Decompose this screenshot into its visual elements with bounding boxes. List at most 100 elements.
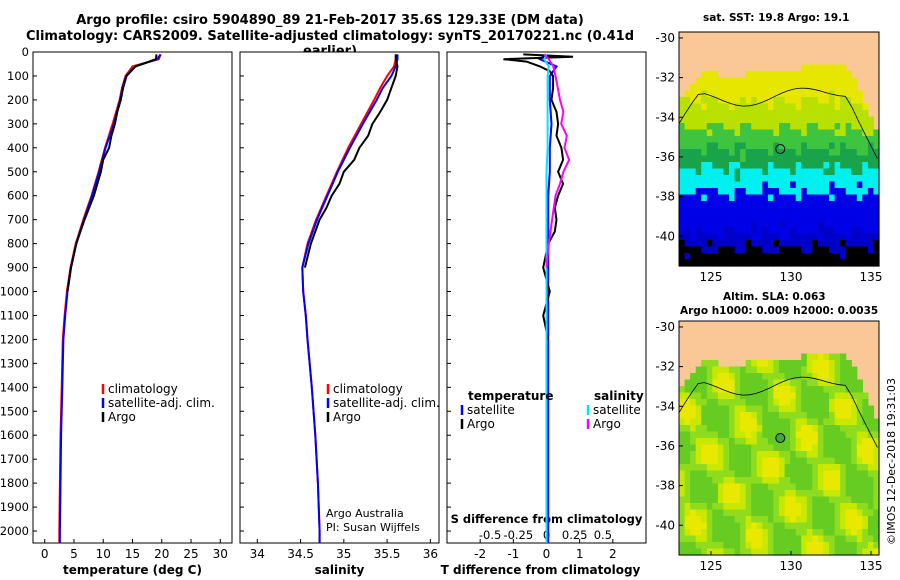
map-cell xyxy=(845,181,852,189)
map-cell xyxy=(840,386,847,394)
map-cell xyxy=(801,451,808,459)
map-cell xyxy=(740,470,747,478)
map-cell xyxy=(823,246,830,254)
map-cell xyxy=(706,431,713,439)
map-cell xyxy=(840,71,847,79)
map-cell xyxy=(856,253,863,261)
map-cell xyxy=(690,522,697,530)
map-cell xyxy=(817,220,825,228)
map-cell xyxy=(840,418,847,426)
map-cell xyxy=(723,496,730,504)
map-cell xyxy=(729,366,736,374)
map-cell xyxy=(867,412,875,420)
map-cell xyxy=(695,259,702,267)
map-cell xyxy=(829,405,836,413)
map-cell xyxy=(690,227,697,235)
map-cell xyxy=(801,379,808,387)
map-cell xyxy=(695,227,702,235)
map-cell xyxy=(695,220,702,228)
map-cell xyxy=(840,425,847,433)
map-cell xyxy=(751,123,758,131)
map-cell xyxy=(779,548,786,556)
map-cell xyxy=(723,136,730,144)
map-cell xyxy=(717,253,725,261)
map-cell xyxy=(795,175,802,183)
map-cell xyxy=(801,64,808,72)
map-cell xyxy=(706,399,713,407)
map-cell xyxy=(773,457,780,465)
map-cell xyxy=(734,496,741,504)
x-tick-label: 20 xyxy=(154,547,169,561)
map-cell xyxy=(784,155,791,163)
map-cell xyxy=(695,522,702,530)
map-cell xyxy=(817,123,825,131)
map-cell xyxy=(873,142,880,150)
map-cell xyxy=(701,418,708,426)
map-cell xyxy=(823,175,830,183)
map-cell xyxy=(690,259,697,267)
map-cell xyxy=(779,373,786,381)
map-cell xyxy=(767,246,775,254)
map-cell xyxy=(834,366,841,374)
map-cell xyxy=(812,142,819,150)
map-cell xyxy=(690,90,697,98)
map-cell xyxy=(834,548,841,556)
map-cell xyxy=(790,418,797,426)
map-cell xyxy=(679,227,686,235)
map-cell xyxy=(751,84,758,92)
map-cell xyxy=(679,168,686,176)
map-cell xyxy=(684,535,691,543)
map-cell xyxy=(829,353,836,361)
map-cell xyxy=(756,477,763,485)
map-cell xyxy=(773,168,780,176)
map-cell xyxy=(756,516,763,524)
map-cell xyxy=(729,259,736,267)
map-x-tick-label: 135 xyxy=(860,270,883,284)
map-cell xyxy=(840,77,847,85)
map-cell xyxy=(834,136,841,144)
map-cell xyxy=(767,360,775,368)
map-cell xyxy=(729,181,736,189)
map-cell xyxy=(790,457,797,465)
map-cell xyxy=(817,194,825,202)
map-cell xyxy=(840,548,847,556)
map-cell xyxy=(690,509,697,517)
map-cell xyxy=(695,373,702,381)
map-cell xyxy=(779,129,786,137)
map-cell xyxy=(745,220,752,228)
map-cell xyxy=(817,509,825,517)
map-cell xyxy=(679,470,686,478)
map-cell xyxy=(829,490,836,498)
map-cell xyxy=(751,399,758,407)
map-cell xyxy=(823,142,830,150)
map-cell xyxy=(829,181,836,189)
map-cell xyxy=(795,399,802,407)
map-cell xyxy=(817,529,825,537)
map-cell xyxy=(684,201,691,209)
map-cell xyxy=(801,353,808,361)
map-cell xyxy=(767,464,775,472)
map-cell xyxy=(729,490,736,498)
map-cell xyxy=(762,503,769,511)
map-cell xyxy=(834,451,841,459)
map-cell xyxy=(745,496,752,504)
map-cell xyxy=(740,123,747,131)
map-cell xyxy=(706,84,713,92)
map-cell xyxy=(712,529,719,537)
map-cell xyxy=(806,483,813,491)
map-cell xyxy=(745,259,752,267)
map-cell xyxy=(834,353,841,361)
map-cell xyxy=(790,477,797,485)
map-cell xyxy=(801,412,808,420)
map-cell xyxy=(745,529,752,537)
map-cell xyxy=(679,503,686,511)
map-cell xyxy=(695,97,702,105)
map-cell xyxy=(734,490,741,498)
map-cell xyxy=(795,360,802,368)
map-cell xyxy=(762,483,769,491)
map-cell xyxy=(829,227,836,235)
map-cell xyxy=(712,207,719,215)
map-cell xyxy=(823,496,830,504)
